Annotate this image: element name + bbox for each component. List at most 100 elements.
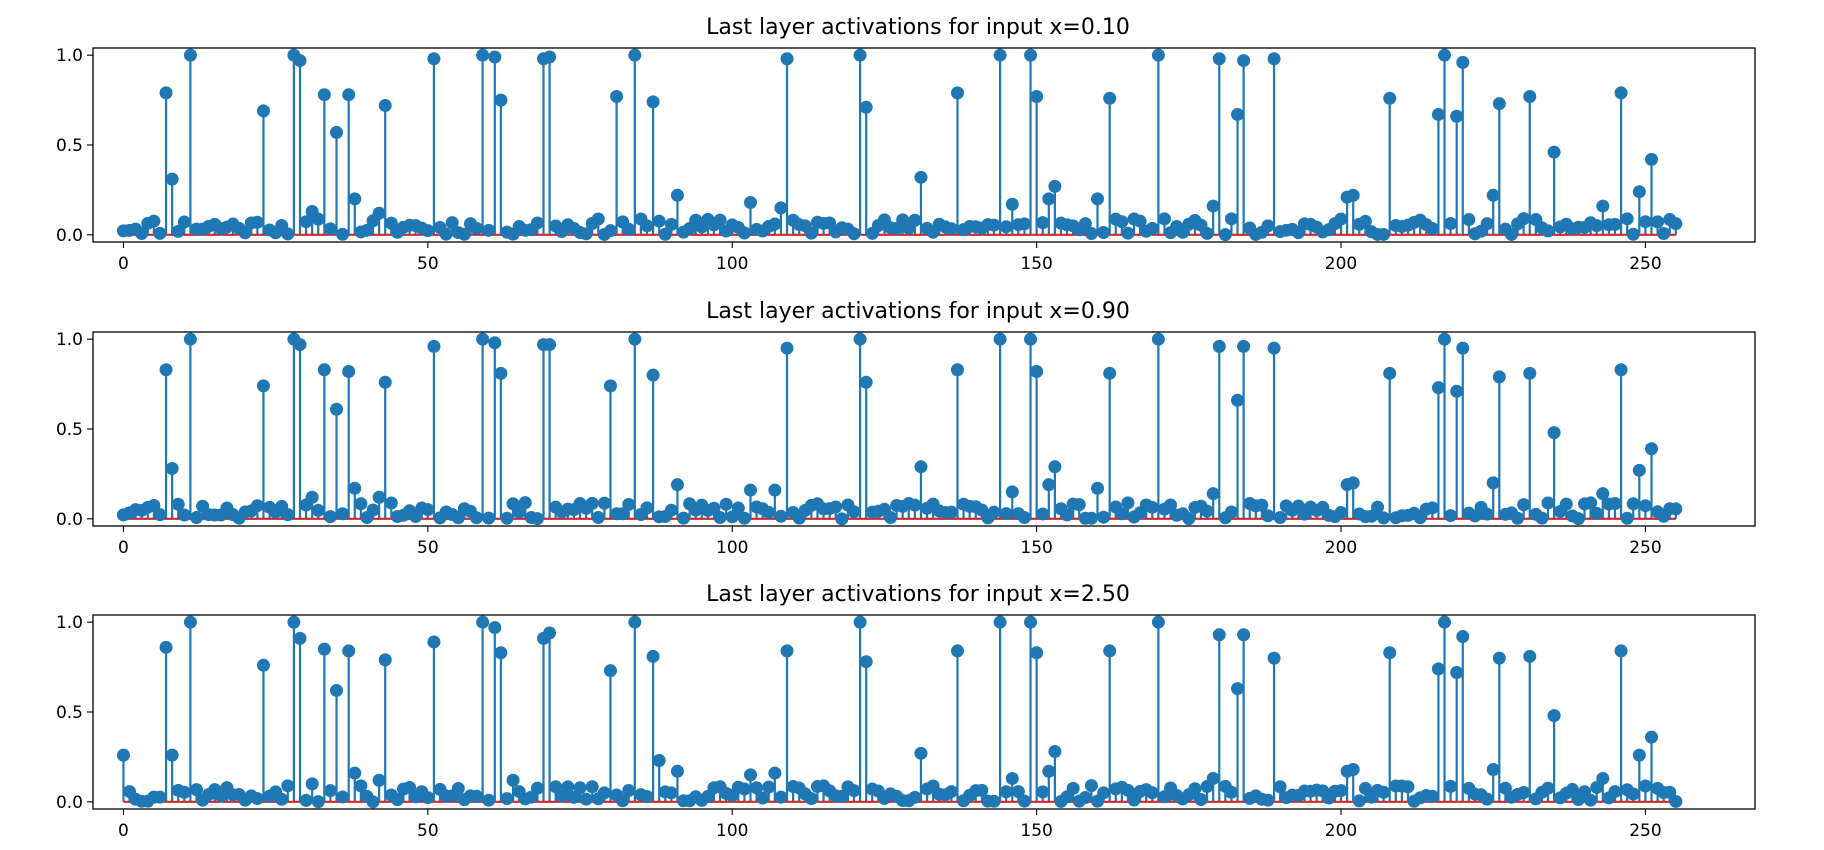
stem-marker xyxy=(1048,745,1062,759)
stem-marker xyxy=(1133,214,1147,228)
stem-marker xyxy=(1267,651,1281,665)
stem-marker xyxy=(944,785,958,799)
stem-marker xyxy=(853,332,867,346)
stem-marker xyxy=(628,332,642,346)
stem-marker xyxy=(317,88,331,102)
stem-marker xyxy=(457,227,471,241)
stem-marker xyxy=(1657,227,1671,241)
x-tick-label: 250 xyxy=(1629,254,1661,274)
stem-marker xyxy=(177,508,191,522)
stem-marker xyxy=(804,792,818,806)
stem-marker xyxy=(1151,48,1165,62)
stem-marker xyxy=(1645,730,1659,744)
stem-marker xyxy=(1206,199,1220,213)
stem-marker xyxy=(238,226,252,240)
stem-marker xyxy=(1206,487,1220,501)
stem-marker xyxy=(427,339,441,353)
stem-marker xyxy=(1231,682,1245,696)
stem-marker xyxy=(1632,463,1646,477)
y-tick-label: 0.0 xyxy=(56,226,83,246)
stem-marker xyxy=(579,792,593,806)
stem-marker xyxy=(1541,496,1555,510)
stem-marker xyxy=(987,794,1001,808)
x-tick-label: 200 xyxy=(1325,254,1357,274)
stem-lines xyxy=(122,55,1677,235)
stem-marker xyxy=(281,508,295,522)
stem-marker xyxy=(135,227,149,241)
y-tick-label: 0.5 xyxy=(56,420,83,440)
stem-marker xyxy=(1042,192,1056,206)
x-tick-label: 150 xyxy=(1020,821,1052,841)
stem-marker xyxy=(1097,510,1111,524)
stem-marker xyxy=(1231,107,1245,121)
stem-marker xyxy=(153,226,167,240)
stem-marker xyxy=(591,212,605,226)
stem-marker xyxy=(1438,332,1452,346)
stem-marker xyxy=(1212,52,1226,66)
stem-marker xyxy=(579,227,593,241)
stem-marker xyxy=(1456,55,1470,69)
stem-marker xyxy=(1091,481,1105,495)
stem-marker xyxy=(1450,109,1464,123)
stem-marker xyxy=(1456,630,1470,644)
stem-marker xyxy=(1267,52,1281,66)
stem-marker xyxy=(1273,511,1287,525)
stem-marker xyxy=(1504,227,1518,241)
y-tick-label: 0.0 xyxy=(56,510,83,530)
stem-marker xyxy=(366,503,380,517)
stem-marker xyxy=(1614,644,1628,658)
stem-marker xyxy=(1017,794,1031,808)
stem-marker xyxy=(999,785,1013,799)
stem-marker xyxy=(177,215,191,229)
stem-marker xyxy=(165,748,179,762)
stem-marker xyxy=(603,224,617,238)
stem-marker xyxy=(987,218,1001,232)
stem-marker xyxy=(1523,90,1537,103)
stem-marker xyxy=(1346,762,1360,776)
stem-marker xyxy=(1462,213,1476,227)
stem-marker xyxy=(470,789,484,803)
stem-marker xyxy=(1450,665,1464,679)
stem-marker xyxy=(1188,782,1202,796)
stem-marker xyxy=(360,223,374,237)
stem-marker xyxy=(1334,784,1348,798)
stem-marker xyxy=(1523,649,1537,663)
stem-marker xyxy=(476,615,490,629)
stem-marker xyxy=(1042,764,1056,778)
stem-marker xyxy=(853,48,867,62)
stem-marker xyxy=(774,790,788,804)
x-tick-label: 100 xyxy=(716,821,748,841)
stem-marker xyxy=(1042,478,1056,492)
stem-marker xyxy=(427,635,441,649)
y-tick-label: 0.5 xyxy=(56,136,83,156)
stem-marker xyxy=(1097,225,1111,239)
stem-marker xyxy=(1145,786,1159,800)
stem-marker xyxy=(731,501,745,515)
stem-marker xyxy=(616,794,630,808)
stem-marker xyxy=(348,766,362,780)
stem-marker xyxy=(640,219,654,233)
stem-marker xyxy=(1346,188,1360,202)
x-tick-label: 200 xyxy=(1325,821,1357,841)
stem-marker xyxy=(664,503,678,517)
stem-marker xyxy=(1358,214,1372,228)
stem-marker xyxy=(1091,192,1105,206)
stem-marker xyxy=(737,511,751,525)
stem-marker xyxy=(1486,476,1500,490)
stem-marker xyxy=(944,505,958,519)
stem-marker xyxy=(677,511,691,525)
stem-marker xyxy=(804,226,818,240)
stem-marker xyxy=(1383,91,1397,105)
stem-marker xyxy=(1596,771,1610,785)
stem-marker xyxy=(1334,506,1348,520)
stem-marker xyxy=(743,768,757,782)
y-tick-label: 1.0 xyxy=(56,46,83,66)
stem-marker xyxy=(987,505,1001,519)
stem-marker xyxy=(1608,785,1622,799)
stem-marker xyxy=(1200,504,1214,518)
stem-marker xyxy=(512,505,526,519)
stem-marker xyxy=(1097,786,1111,800)
stem-marker xyxy=(1212,628,1226,642)
stem-marker xyxy=(1425,789,1439,803)
